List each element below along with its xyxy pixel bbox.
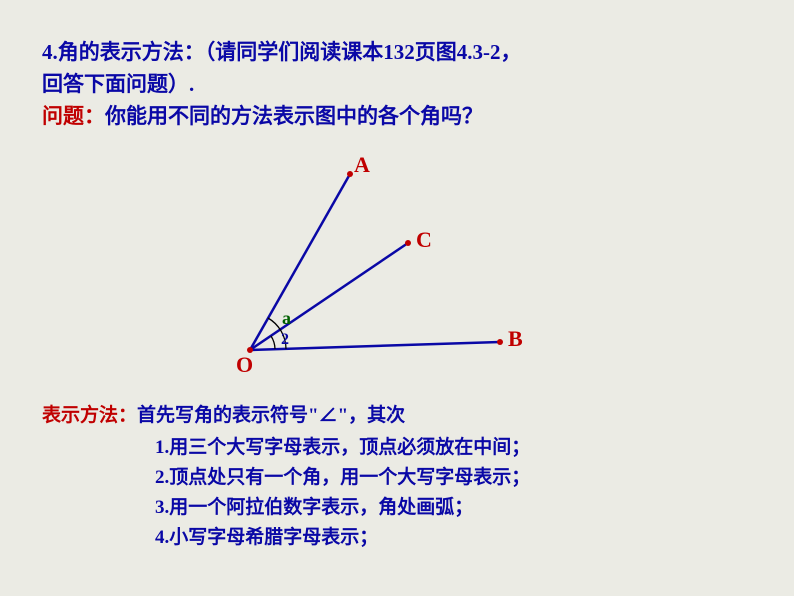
arc-label-2: 2 — [281, 331, 289, 349]
method-3: 3.用一个阿拉伯数字表示，角处画弧； — [155, 492, 473, 519]
ray-OA — [250, 174, 350, 350]
point-B — [497, 339, 503, 345]
label-A: A — [354, 152, 370, 178]
methods-intro-c: ，其次 — [348, 405, 405, 426]
methods-prefix: 表示方法： — [42, 405, 137, 426]
arc-inner — [271, 336, 275, 349]
method-4: 4.小写字母希腊字母表示； — [155, 522, 378, 549]
label-O: O — [236, 352, 253, 378]
label-B: B — [508, 326, 523, 352]
arc-label-a: a — [282, 308, 291, 329]
methods-intro-a: 首先写角的表示符号 — [137, 405, 308, 426]
ray-OC — [250, 243, 408, 350]
method-1: 1.用三个大写字母表示，顶点必须放在中间； — [155, 432, 530, 459]
methods-intro-b: "∠" — [308, 405, 348, 426]
label-C: C — [416, 227, 432, 253]
point-C — [405, 240, 411, 246]
methods-intro: 表示方法：首先写角的表示符号"∠"，其次 — [42, 400, 405, 427]
method-2: 2.顶点处只有一个角，用一个大写字母表示； — [155, 462, 530, 489]
point-A — [347, 171, 353, 177]
